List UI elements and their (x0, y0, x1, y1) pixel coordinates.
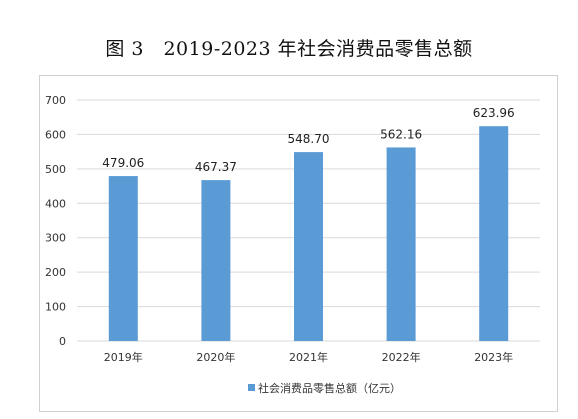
bar (108, 176, 138, 341)
x-tick-label: 2022年 (382, 350, 421, 364)
data-label: 467.37 (195, 160, 237, 174)
bar (201, 180, 231, 341)
x-tick-label: 2019年 (104, 350, 143, 364)
data-label: 548.70 (288, 132, 330, 146)
y-tick-label: 0 (59, 335, 66, 348)
x-tick-label: 2021年 (289, 350, 328, 364)
data-label: 479.06 (102, 156, 144, 170)
legend-swatch (248, 384, 255, 391)
bar (479, 126, 509, 341)
legend-label: 社会消费品零售总额（亿元） (258, 381, 401, 395)
bar (294, 152, 323, 341)
y-tick-label: 200 (45, 266, 66, 279)
y-tick-label: 300 (45, 232, 66, 245)
y-tick-label: 400 (45, 197, 66, 210)
y-tick-label: 600 (45, 128, 66, 141)
data-label: 623.96 (473, 106, 515, 120)
chart-title: 图 3 2019-2023 年社会消费品零售总额 (105, 38, 473, 60)
data-label: 562.16 (380, 127, 422, 141)
y-tick-label: 700 (45, 94, 66, 107)
x-tick-label: 2023年 (474, 350, 513, 364)
y-tick-label: 100 (45, 301, 66, 314)
bar (386, 147, 416, 341)
x-tick-label: 2020年 (196, 350, 235, 364)
y-tick-label: 500 (45, 163, 66, 176)
